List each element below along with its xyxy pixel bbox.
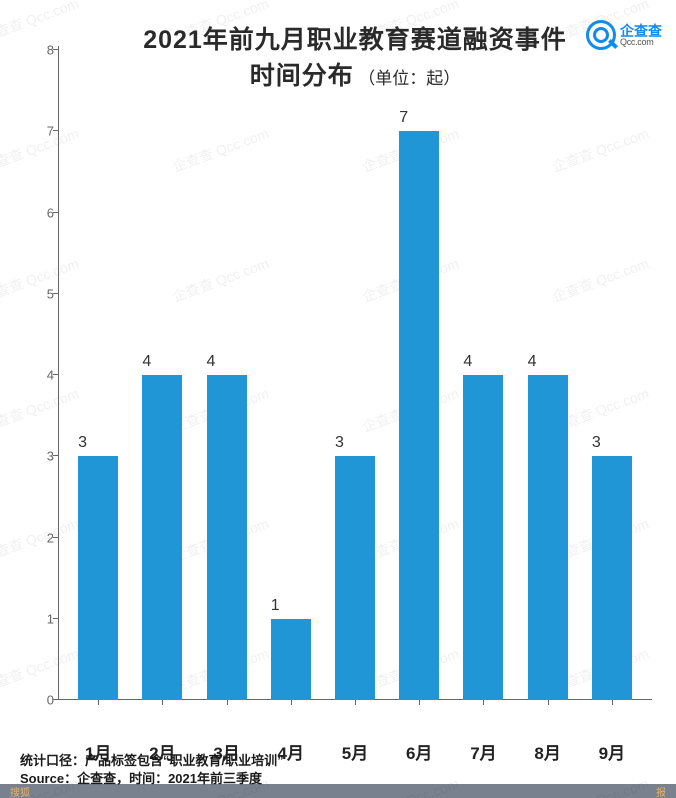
y-tick-label: 7 — [24, 124, 54, 139]
x-axis-label: 8月 — [516, 739, 580, 764]
bar-slot: 3 — [66, 456, 130, 700]
brand-logo: 企查查 Qcc.com — [586, 20, 662, 50]
title-line-2: 时间分布 — [250, 62, 354, 90]
y-tick-label: 1 — [24, 611, 54, 626]
x-tick-mark — [98, 700, 99, 705]
y-tick-label: 3 — [24, 449, 54, 464]
title-unit: （单位：起） — [358, 69, 460, 88]
bar-value-label: 3 — [335, 434, 344, 452]
bar-value-label: 1 — [271, 597, 280, 615]
bar: 4 — [207, 375, 247, 700]
bar-slot: 4 — [451, 375, 515, 700]
bar-value-label: 3 — [592, 434, 601, 452]
y-tick-mark — [53, 537, 58, 538]
x-tick-mark — [227, 700, 228, 705]
bar: 4 — [528, 375, 568, 700]
bar: 3 — [78, 456, 118, 700]
y-tick-mark — [53, 293, 58, 294]
y-tick-mark — [53, 212, 58, 213]
bar-slot: 1 — [259, 619, 323, 700]
bar-value-label: 4 — [463, 353, 472, 371]
y-tick-label: 8 — [24, 43, 54, 58]
x-tick-mark — [612, 700, 613, 705]
bar: 7 — [399, 131, 439, 700]
y-tick-mark — [53, 455, 58, 456]
bar: 4 — [142, 375, 182, 700]
chart-footer: 统计口径：产品标签包含“职业教育/职业培训” Source：企查查，时间：202… — [20, 752, 284, 788]
x-tick-mark — [483, 700, 484, 705]
x-axis-label: 6月 — [387, 739, 451, 764]
y-tick-label: 2 — [24, 530, 54, 545]
bar-slot: 4 — [194, 375, 258, 700]
chart-container: 企查查 Qcc.com企查查 Qcc.com企查查 Qcc.com企查查 Qcc… — [0, 0, 676, 798]
bar-slot: 4 — [516, 375, 580, 700]
y-tick-mark — [53, 130, 58, 131]
bar: 3 — [335, 456, 375, 700]
x-tick-mark — [355, 700, 356, 705]
x-axis-label: 9月 — [580, 739, 644, 764]
y-tick-label: 6 — [24, 205, 54, 220]
x-tick-mark — [291, 700, 292, 705]
brand-name-cn: 企查查 — [620, 24, 662, 38]
bar-value-label: 4 — [528, 353, 537, 371]
y-tick-label: 5 — [24, 286, 54, 301]
x-tick-mark — [419, 700, 420, 705]
bars-group: 344137443 — [58, 50, 652, 700]
brand-text: 企查查 Qcc.com — [620, 24, 662, 47]
bar-value-label: 7 — [399, 109, 408, 127]
x-axis-label: 7月 — [451, 739, 515, 764]
y-tick-label: 0 — [24, 693, 54, 708]
magnifier-icon — [586, 20, 616, 50]
y-tick-mark — [53, 699, 58, 700]
brand-name-en: Qcc.com — [620, 38, 662, 47]
strip-left: 搜狐 — [10, 784, 30, 798]
bar-slot: 3 — [580, 456, 644, 700]
y-tick-label: 4 — [24, 368, 54, 383]
y-tick-mark — [53, 618, 58, 619]
bar: 4 — [463, 375, 503, 700]
bar-slot: 3 — [323, 456, 387, 700]
title-line-1: 2021年前九月职业教育赛道融资事件 — [58, 20, 652, 56]
bottom-strip: 搜狐 报 — [0, 784, 676, 798]
bar: 1 — [271, 619, 311, 700]
x-tick-mark — [162, 700, 163, 705]
bar-value-label: 3 — [78, 434, 87, 452]
footer-line-1: 统计口径：产品标签包含“职业教育/职业培训” — [20, 752, 284, 770]
x-tick-mark — [548, 700, 549, 705]
bar-value-label: 4 — [207, 353, 216, 371]
strip-right: 报 — [656, 784, 666, 798]
bar-slot: 7 — [387, 131, 451, 700]
bar: 3 — [592, 456, 632, 700]
bar-value-label: 4 — [142, 353, 151, 371]
chart-area: 2021年前九月职业教育赛道融资事件 时间分布 （单位：起） 344137443… — [58, 50, 652, 732]
x-axis-label: 5月 — [323, 739, 387, 764]
chart-title: 2021年前九月职业教育赛道融资事件 时间分布 （单位：起） — [58, 20, 652, 92]
plot-region: 344137443 012345678 — [58, 50, 652, 700]
y-tick-mark — [53, 374, 58, 375]
bar-slot: 4 — [130, 375, 194, 700]
